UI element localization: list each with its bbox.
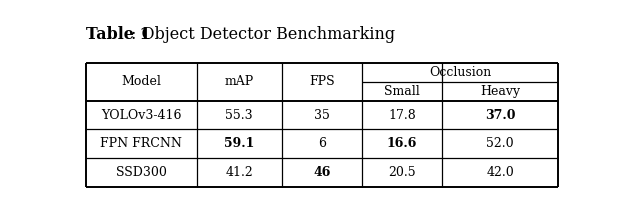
Text: 52.0: 52.0 <box>486 137 514 150</box>
Text: 20.5: 20.5 <box>388 166 416 179</box>
Text: 41.2: 41.2 <box>225 166 253 179</box>
Text: Model: Model <box>121 75 161 88</box>
Text: Small: Small <box>384 85 420 98</box>
Text: 55.3: 55.3 <box>225 108 253 122</box>
Text: SSD300: SSD300 <box>116 166 166 179</box>
Text: Occlusion: Occlusion <box>429 66 491 79</box>
Text: 17.8: 17.8 <box>388 108 416 122</box>
Text: 42.0: 42.0 <box>486 166 514 179</box>
Text: FPN FRCNN: FPN FRCNN <box>100 137 182 150</box>
Text: Table 1: Table 1 <box>86 25 151 43</box>
Text: 6: 6 <box>318 137 326 150</box>
Text: 16.6: 16.6 <box>387 137 417 150</box>
Text: 46: 46 <box>313 166 330 179</box>
Text: FPS: FPS <box>309 75 335 88</box>
Text: Heavy: Heavy <box>480 85 520 98</box>
Text: 35: 35 <box>314 108 330 122</box>
Text: 37.0: 37.0 <box>485 108 516 122</box>
Text: YOLOv3-416: YOLOv3-416 <box>101 108 181 122</box>
Text: 59.1: 59.1 <box>224 137 254 150</box>
Text: mAP: mAP <box>225 75 254 88</box>
Text: : Object Detector Benchmarking: : Object Detector Benchmarking <box>131 25 395 43</box>
